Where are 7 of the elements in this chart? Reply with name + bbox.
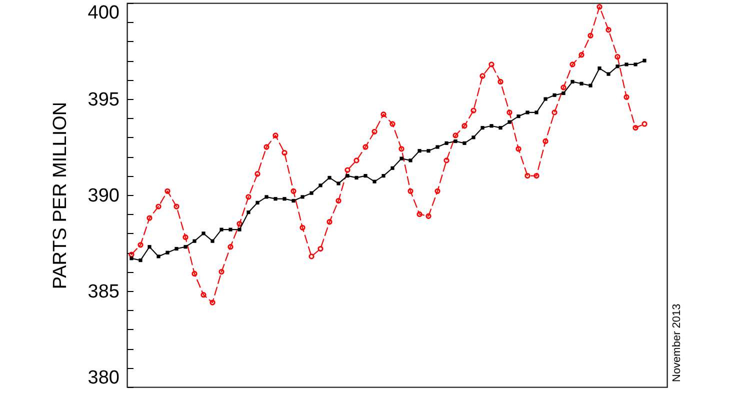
y-tick-label: 390 xyxy=(88,186,120,206)
y-tick-label: 400 xyxy=(88,2,120,24)
y-tick-label: 395 xyxy=(88,90,120,110)
y-axis-title: PARTS PER MILLION xyxy=(50,102,71,290)
text: November 2013 xyxy=(671,304,683,382)
y-tick-label: 385 xyxy=(88,282,120,302)
y-tick-label: 380 xyxy=(88,368,120,388)
